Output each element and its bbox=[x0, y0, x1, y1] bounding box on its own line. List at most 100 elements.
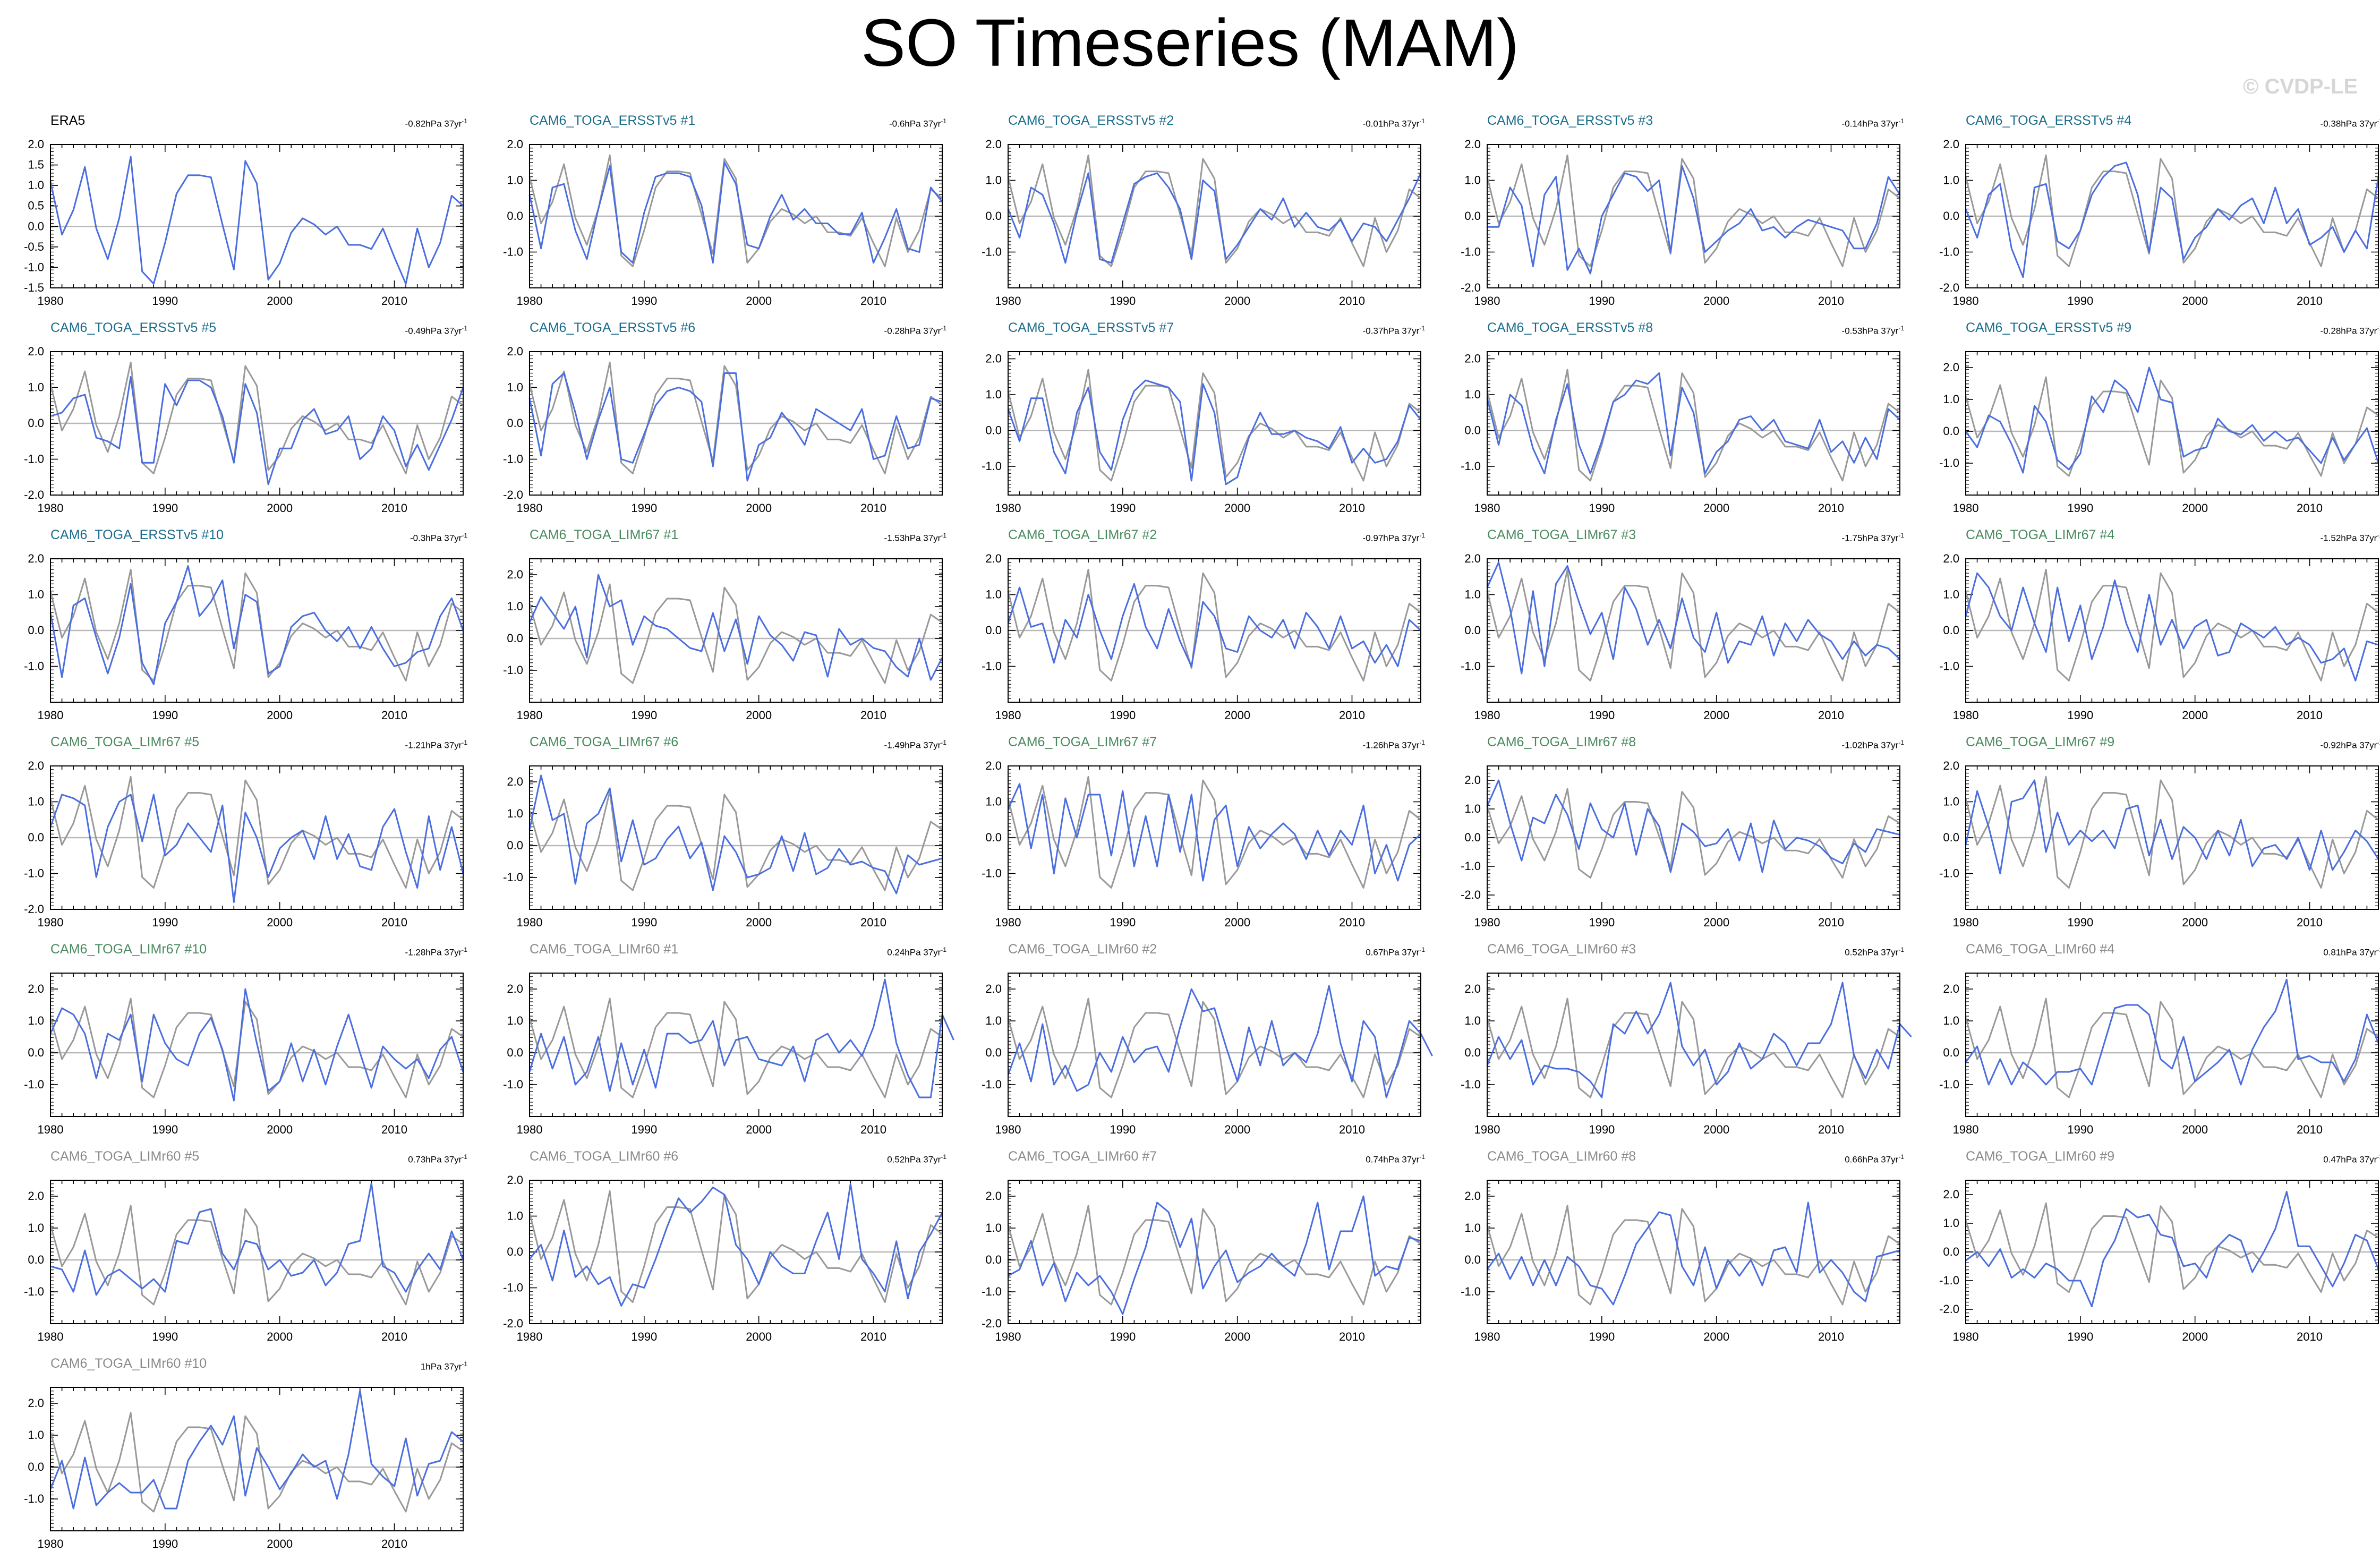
trend-exponent: -1 bbox=[1898, 532, 1904, 539]
trend-exponent: -1 bbox=[462, 1153, 467, 1161]
y-tick-label: -1.5 bbox=[24, 281, 44, 294]
y-tick-label: 0.0 bbox=[1464, 831, 1481, 844]
trend-exponent: -1 bbox=[2377, 117, 2380, 125]
x-tick-label: 2000 bbox=[2182, 709, 2208, 722]
y-tick-label: -1.0 bbox=[24, 453, 44, 466]
x-tick-label: 2000 bbox=[267, 501, 293, 515]
ensemble-series-line bbox=[1007, 783, 1422, 882]
y-tick-label: 2.0 bbox=[985, 759, 1002, 772]
y-tick-label: -1.0 bbox=[982, 245, 1002, 259]
y-tick-label: 2.0 bbox=[28, 345, 44, 358]
trend-exponent: -1 bbox=[941, 1153, 946, 1161]
ensemble-series-line bbox=[1007, 985, 1433, 1098]
x-tick-label: 2010 bbox=[860, 294, 886, 308]
ensemble-series-line bbox=[1007, 172, 1422, 264]
plot-frame bbox=[529, 351, 943, 496]
x-tick-label: 1980 bbox=[1474, 709, 1500, 722]
y-tick-label: 2.0 bbox=[985, 552, 1002, 565]
y-tick-label: 2.0 bbox=[1464, 773, 1481, 787]
timeseries-chart: 2.0 1.0 0.0 -1.0 1980 1990 2000 2010 bbox=[982, 351, 1422, 515]
timeseries-panel: CAM6_TOGA_ERSSTv5 #9 -0.28hPa 37yr-1 2.0 1.… bbox=[1921, 320, 2380, 516]
ensemble-series-line bbox=[49, 794, 464, 903]
y-tick-label: 0.0 bbox=[1464, 1046, 1481, 1059]
y-tick-label: -1.0 bbox=[503, 871, 523, 884]
ensemble-series-line bbox=[1007, 379, 1422, 485]
y-tick-label: 0.0 bbox=[1464, 624, 1481, 637]
x-tick-label: 1990 bbox=[152, 1330, 178, 1343]
trend-exponent: -1 bbox=[941, 117, 946, 125]
x-tick-label: 2010 bbox=[2297, 294, 2323, 308]
trend-label: -0.28hPa 37yr-1 bbox=[771, 322, 946, 338]
x-tick-label: 2000 bbox=[1703, 709, 1729, 722]
trend-exponent: -1 bbox=[462, 946, 467, 953]
y-tick-label: 2.0 bbox=[1943, 361, 1959, 374]
timeseries-chart: 2.0 1.0 0.0 -1.0 1980 1990 2000 2010 bbox=[1939, 973, 2379, 1136]
y-tick-label: -2.0 bbox=[1461, 888, 1481, 901]
trend-exponent: -1 bbox=[1419, 739, 1425, 746]
x-tick-label: 1980 bbox=[38, 709, 64, 722]
y-tick-label: -1.0 bbox=[1939, 1078, 1959, 1091]
plot-frame bbox=[1965, 558, 2379, 703]
plot-frame bbox=[529, 558, 943, 703]
y-tick-label: 2.0 bbox=[507, 775, 523, 788]
panel-title: CAM6_TOGA_LIMr60 #5 bbox=[50, 1149, 200, 1164]
x-tick-label: 2000 bbox=[267, 294, 293, 308]
trend-label: -0.14hPa 37yr-1 bbox=[1729, 115, 1904, 131]
timeseries-chart: 2.0 1.0 0.0 -1.0 1980 1990 2000 2010 bbox=[24, 1180, 464, 1343]
x-tick-label: 1980 bbox=[38, 294, 64, 308]
x-tick-label: 2000 bbox=[1703, 1123, 1729, 1136]
trend-exponent: -1 bbox=[462, 325, 467, 332]
trend-exponent: -1 bbox=[2377, 325, 2380, 332]
x-tick-label: 1990 bbox=[1110, 294, 1136, 308]
panel-title: CAM6_TOGA_LIMr60 #7 bbox=[1008, 1149, 1157, 1164]
x-tick-label: 2010 bbox=[1818, 1123, 1844, 1136]
timeseries-panel: CAM6_TOGA_ERSSTv5 #8 -0.53hPa 37yr-1 2.0 1.… bbox=[1442, 320, 1909, 516]
x-tick-label: 1980 bbox=[517, 1123, 543, 1136]
observation-series-line bbox=[1965, 776, 2379, 889]
x-tick-label: 2010 bbox=[381, 501, 407, 515]
plot-frame bbox=[1008, 973, 1421, 1117]
y-tick-label: 0.0 bbox=[985, 209, 1002, 223]
plot-frame bbox=[50, 1180, 464, 1324]
y-tick-label: 2.0 bbox=[507, 982, 523, 995]
y-tick-label: 1.0 bbox=[1464, 802, 1481, 815]
ensemble-series-line bbox=[1486, 372, 1901, 474]
y-tick-label: 0.0 bbox=[1464, 424, 1481, 437]
timeseries-panel: CAM6_TOGA_LIMr67 #3 -1.75hPa 37yr-1 2.0 1.0… bbox=[1442, 527, 1909, 723]
trend-label: -0.37hPa 37yr-1 bbox=[1250, 322, 1425, 338]
x-tick-label: 2000 bbox=[1703, 916, 1729, 929]
trend-label: -1.53hPa 37yr-1 bbox=[771, 529, 946, 545]
trend-exponent: -1 bbox=[1419, 532, 1425, 539]
y-tick-label: 0.0 bbox=[507, 1245, 523, 1258]
ensemble-series-line bbox=[1486, 982, 1912, 1098]
timeseries-panel: CAM6_TOGA_ERSSTv5 #6 -0.28hPa 37yr-1 2.0 1.… bbox=[484, 320, 952, 516]
y-tick-label: 2.0 bbox=[985, 352, 1002, 365]
observation-series-line bbox=[1486, 568, 1900, 681]
panel-title: CAM6_TOGA_LIMr67 #8 bbox=[1487, 735, 1636, 749]
y-tick-label: 0.0 bbox=[28, 219, 44, 233]
timeseries-chart: 2.0 1.0 0.0 -1.0 1980 1990 2000 2010 bbox=[1939, 351, 2379, 515]
x-tick-label: 2000 bbox=[1224, 1123, 1250, 1136]
y-tick-label: 0.0 bbox=[985, 1046, 1002, 1059]
x-tick-label: 1980 bbox=[1953, 501, 1979, 515]
trend-value: -0.14hPa 37yr bbox=[1841, 118, 1899, 129]
observation-series-line bbox=[1007, 568, 1421, 681]
trend-exponent: -1 bbox=[1419, 325, 1425, 332]
ensemble-series-line bbox=[49, 565, 464, 685]
x-tick-label: 1980 bbox=[995, 1123, 1021, 1136]
trend-exponent: -1 bbox=[462, 739, 467, 746]
observation-series-line bbox=[49, 1205, 464, 1306]
trend-label: -0.82hPa 37yr-1 bbox=[292, 115, 467, 131]
trend-label: -0.01hPa 37yr-1 bbox=[1250, 115, 1425, 131]
y-tick-label: -1.0 bbox=[1939, 867, 1959, 880]
y-tick-label: -1.0 bbox=[503, 1281, 523, 1294]
y-tick-label: 1.0 bbox=[28, 381, 44, 394]
x-tick-label: 2000 bbox=[1703, 501, 1729, 515]
panel-title: CAM6_TOGA_ERSSTv5 #2 bbox=[1008, 113, 1174, 128]
timeseries-panel: CAM6_TOGA_LIMr67 #2 -0.97hPa 37yr-1 2.0 1.0… bbox=[963, 527, 1430, 723]
y-tick-label: -1.0 bbox=[24, 1285, 44, 1298]
ensemble-series-line bbox=[1965, 779, 2379, 874]
observation-series-line bbox=[1007, 369, 1421, 482]
y-tick-label: -1.0 bbox=[1461, 459, 1481, 473]
